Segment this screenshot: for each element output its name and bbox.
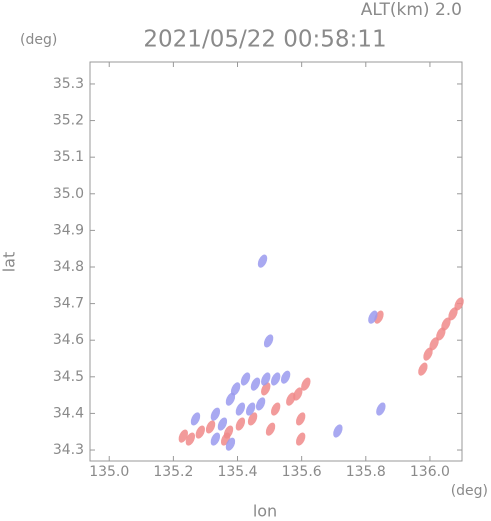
chart-title: 2021/05/22 00:58:11 [143, 27, 386, 53]
echo-point [240, 372, 251, 386]
echo-point [230, 382, 241, 396]
y-tick-label: 35.0 [53, 186, 84, 202]
y-tick-label: 34.8 [53, 259, 84, 275]
echo-point [225, 392, 236, 406]
echo-point [418, 362, 428, 376]
echo-point [263, 334, 274, 348]
echo-point [436, 327, 446, 341]
echo-point [286, 392, 296, 406]
echo-point [247, 412, 258, 426]
y-tick-label: 34.7 [53, 296, 84, 312]
echo-point [210, 432, 221, 446]
echo-point [261, 372, 271, 386]
y-tick-label: 34.5 [53, 369, 84, 385]
y-tick-label: 34.9 [53, 222, 84, 238]
x-tick-label: 135.2 [153, 464, 193, 480]
echo-point [205, 420, 216, 434]
echo-point [296, 432, 306, 446]
x-tick-label: 135.6 [282, 464, 322, 480]
x-axis-label: lon [253, 502, 277, 521]
y-tick-label: 34.4 [53, 405, 84, 421]
echo-point [257, 254, 268, 268]
x-tick-label: 135.4 [217, 464, 257, 480]
echo-point [235, 402, 246, 416]
echo-point [423, 347, 433, 361]
echo-point [333, 424, 343, 438]
echo-point [280, 370, 291, 384]
y-tick-label: 34.6 [53, 332, 84, 348]
y-unit: (deg) [20, 32, 57, 48]
echo-point [195, 425, 205, 439]
y-tick-label: 35.3 [53, 76, 84, 92]
echo-point [271, 402, 281, 416]
echo-point [454, 297, 464, 311]
echo-point [190, 412, 201, 426]
echo-point [271, 372, 281, 386]
echo-point [441, 317, 451, 331]
echo-point [368, 310, 378, 324]
x-tick-label: 135.0 [89, 464, 129, 480]
y-tick-label: 35.2 [53, 113, 84, 129]
x-unit: (deg) [451, 483, 488, 499]
echo-point [210, 407, 221, 421]
echo-point [178, 429, 188, 443]
y-axis-label: lat [0, 252, 19, 273]
echo-point [376, 402, 386, 416]
echo-point [225, 437, 236, 451]
x-tick-label: 135.8 [346, 464, 386, 480]
header: ALT(km) 2.0 [361, 0, 462, 20]
y-tick-label: 34.3 [53, 442, 84, 458]
echo-point [185, 432, 196, 446]
x-tick-label: 136.0 [410, 464, 450, 480]
echo-point [261, 382, 271, 396]
echo-point [301, 377, 311, 391]
echo-point [265, 422, 276, 436]
echo-point [255, 397, 266, 411]
y-tick-label: 35.1 [53, 149, 84, 165]
echo-point [429, 337, 439, 351]
echo-point [217, 417, 228, 431]
echo-point [293, 387, 303, 401]
plot-frame [89, 61, 463, 462]
echo-point [448, 307, 458, 321]
echo-point [245, 402, 256, 416]
echo-point [296, 412, 306, 426]
echo-point [235, 417, 246, 431]
echo-point [250, 377, 261, 391]
